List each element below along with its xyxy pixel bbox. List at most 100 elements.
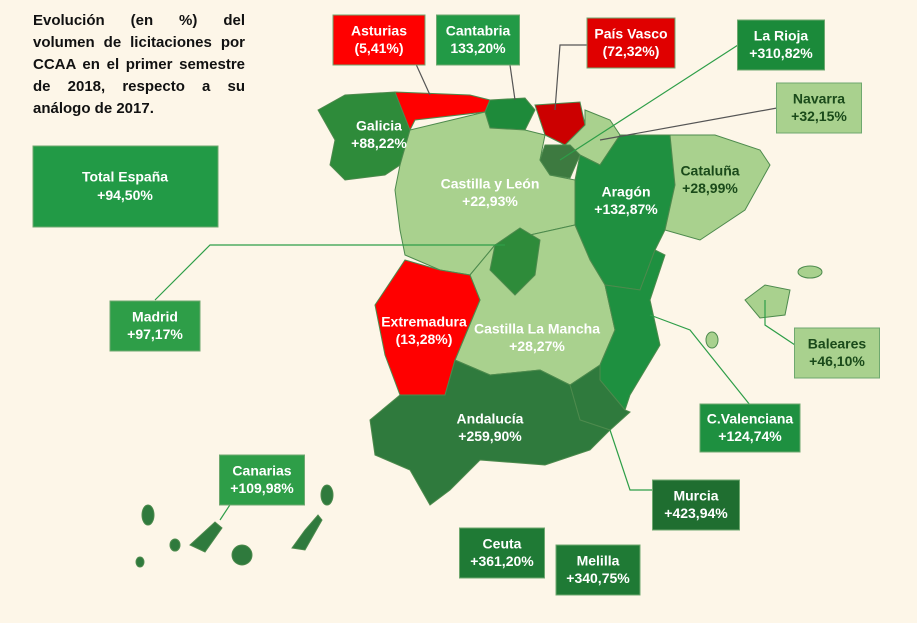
region-value: +46,10% xyxy=(809,353,865,369)
canarias-shape xyxy=(135,556,145,568)
region-name: Cantabria xyxy=(446,22,511,38)
region-value: +88,22% xyxy=(351,135,407,151)
region-label: Asturias (5,41%) xyxy=(351,22,407,56)
leader-line xyxy=(599,107,778,141)
region-label: País Vasco (72,32%) xyxy=(594,25,667,59)
region-label: Ceuta +361,20% xyxy=(470,535,534,569)
region-value: +22,93% xyxy=(462,193,518,209)
region-label: Navarra +32,15% xyxy=(791,90,847,124)
region-value: (13,28%) xyxy=(396,331,453,347)
labels: Asturias (5,41%) Cantabria 133,20% País Vasc… xyxy=(32,14,880,596)
cataluna-shape xyxy=(664,134,771,241)
region-box xyxy=(459,527,545,579)
region-label: Galicia +88,22% xyxy=(351,117,407,151)
region-name: Cataluña xyxy=(680,162,739,178)
leader-line xyxy=(154,244,505,301)
region-label: La Rioja +310,82% xyxy=(749,27,813,61)
region-label: Castilla La Mancha +28,27% xyxy=(474,320,600,354)
region-name: C.Valenciana xyxy=(707,410,794,426)
region-value: +132,87% xyxy=(594,201,658,217)
total-box xyxy=(32,145,219,228)
canarias-shape xyxy=(189,521,223,553)
region-box xyxy=(555,544,641,596)
region-name: La Rioja xyxy=(754,27,809,43)
canarias-shape xyxy=(291,514,323,551)
region-name: Castilla y León xyxy=(441,175,540,191)
region-name: Extremadura xyxy=(381,313,467,329)
canarias-shape xyxy=(231,544,253,566)
region-label: Cantabria 133,20% xyxy=(446,22,511,56)
title: Evolución (en %) del volumen de licitaci… xyxy=(33,12,245,117)
region-value: +109,98% xyxy=(230,480,294,496)
leader-line xyxy=(649,314,751,406)
region-name: Baleares xyxy=(808,335,867,351)
leader-line xyxy=(554,44,587,111)
leader-lines xyxy=(154,44,796,521)
total-value: +94,50% xyxy=(97,187,153,203)
region-box xyxy=(737,19,825,71)
total-name: Total España xyxy=(82,168,168,184)
region-name: Melilla xyxy=(577,552,620,568)
region-name: Ceuta xyxy=(483,535,522,551)
region-name: Aragón xyxy=(602,183,651,199)
region-box xyxy=(699,403,801,453)
region-name: Canarias xyxy=(232,462,291,478)
region-value: +423,94% xyxy=(664,505,728,521)
region-box xyxy=(652,479,740,531)
andalucia-shape xyxy=(369,359,611,506)
region-name: Asturias xyxy=(351,22,407,38)
region-box xyxy=(586,17,676,69)
region-value: (72,32%) xyxy=(603,43,660,59)
region-name: Andalucía xyxy=(457,410,524,426)
region-name: Galicia xyxy=(356,117,402,133)
region-box xyxy=(776,82,862,134)
region-label: Castilla y León +22,93% xyxy=(441,175,540,209)
region-value: +32,15% xyxy=(791,108,847,124)
total-label: Total España +94,50% xyxy=(82,168,168,202)
region-value: +340,75% xyxy=(566,570,630,586)
region-box xyxy=(332,14,426,66)
baleares-shape xyxy=(705,331,719,349)
region-label: Aragón +132,87% xyxy=(594,183,658,217)
region-value: (5,41%) xyxy=(354,40,403,56)
region-value: +28,99% xyxy=(682,180,738,196)
region-name: Murcia xyxy=(673,487,718,503)
region-box xyxy=(219,454,305,506)
cantabria-shape xyxy=(484,97,536,131)
leader-line xyxy=(509,64,516,101)
region-label: Melilla +340,75% xyxy=(566,552,630,586)
region-value: +28,27% xyxy=(509,338,565,354)
region-value: 133,20% xyxy=(450,40,506,56)
regions xyxy=(135,91,823,568)
region-label: Canarias +109,98% xyxy=(230,462,294,496)
region-label: Extremadura (13,28%) xyxy=(381,313,467,347)
leader-line xyxy=(609,429,653,491)
region-label: C.Valenciana +124,74% xyxy=(707,410,794,444)
region-label: Baleares +46,10% xyxy=(808,335,867,369)
region-value: +97,17% xyxy=(127,326,183,342)
region-name: Castilla La Mancha xyxy=(474,320,600,336)
canarias-shape xyxy=(169,538,181,552)
canarias-shape xyxy=(320,484,334,506)
baleares-shape xyxy=(744,284,791,319)
leader-line xyxy=(414,61,431,96)
valencia-shape xyxy=(599,249,666,412)
region-name: Madrid xyxy=(132,308,178,324)
region-label: Cataluña +28,99% xyxy=(680,162,739,196)
region-value: +124,74% xyxy=(718,428,782,444)
region-box xyxy=(436,14,520,66)
region-name: Navarra xyxy=(793,90,845,106)
region-value: +361,20% xyxy=(470,553,534,569)
baleares-shape xyxy=(797,265,823,279)
region-name: País Vasco xyxy=(594,25,667,41)
region-value: +310,82% xyxy=(749,45,813,61)
region-label: Madrid +97,17% xyxy=(127,308,183,342)
region-value: +259,90% xyxy=(458,428,522,444)
leader-line xyxy=(764,300,796,346)
canarias-shape xyxy=(141,504,155,526)
region-box xyxy=(794,327,880,379)
region-label: Andalucía +259,90% xyxy=(457,410,524,444)
region-box xyxy=(109,300,201,352)
